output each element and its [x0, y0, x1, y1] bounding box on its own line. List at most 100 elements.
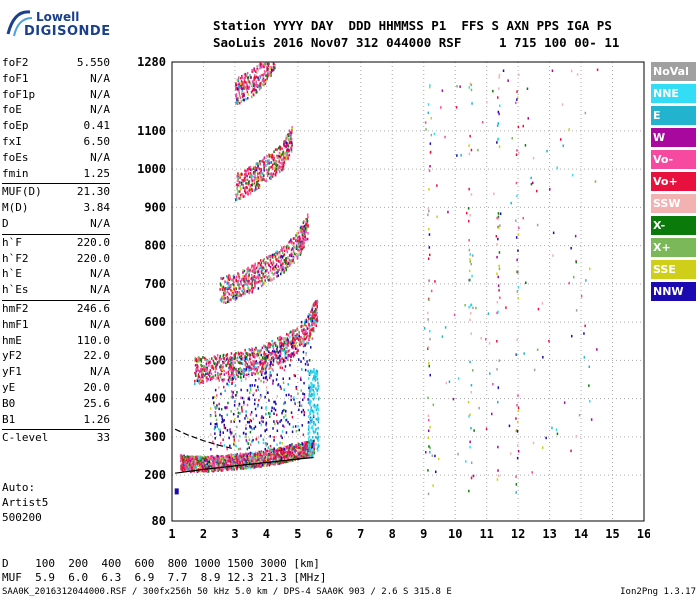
echo-point	[517, 286, 520, 289]
echo-point	[258, 454, 260, 458]
echo-point	[235, 193, 237, 196]
echo-point	[307, 421, 310, 424]
param-label: h`F	[2, 235, 22, 249]
echo-point	[306, 455, 308, 459]
echo-point	[258, 462, 260, 466]
echo-point	[296, 455, 298, 459]
echo-point	[271, 351, 273, 354]
echo-point	[214, 374, 217, 377]
echo-point	[183, 459, 186, 463]
echo-point	[279, 166, 282, 169]
echo-point	[303, 410, 306, 414]
echo-point	[274, 174, 277, 177]
echo-point	[316, 311, 318, 315]
echo-point	[255, 71, 258, 75]
param-separator	[2, 233, 110, 235]
echo-point	[498, 112, 500, 116]
echo-point	[270, 457, 273, 460]
echo-point	[242, 370, 244, 373]
echo-point	[255, 414, 258, 417]
echo-point	[200, 376, 202, 379]
echo-point	[516, 270, 519, 274]
echo-point	[243, 73, 246, 76]
echo-point	[282, 377, 284, 380]
echo-point	[431, 454, 434, 457]
echo-point	[287, 256, 289, 259]
echo-point	[242, 287, 245, 290]
echo-point	[276, 413, 278, 417]
echo-point	[249, 413, 252, 416]
echo-point	[255, 348, 257, 351]
echo-point	[302, 241, 305, 244]
echo-point	[290, 238, 292, 241]
echo-point	[302, 328, 305, 331]
echo-point	[290, 454, 293, 458]
echo-point	[229, 430, 232, 434]
echo-point	[269, 166, 271, 169]
echo-point	[313, 451, 315, 455]
echo-point	[284, 157, 287, 161]
echo-point	[269, 73, 271, 77]
echo-point	[498, 264, 500, 268]
legend-item: Vo-	[651, 150, 696, 169]
echo-point	[276, 164, 279, 167]
echo-point	[310, 417, 312, 421]
echo-point	[264, 442, 267, 445]
echo-point	[194, 371, 196, 375]
echo-point	[227, 401, 229, 405]
echo-point	[260, 371, 262, 374]
echo-point	[240, 99, 243, 103]
echo-point	[302, 343, 304, 346]
echo-point	[194, 379, 196, 383]
echo-point	[245, 460, 247, 463]
echo-point	[266, 174, 269, 177]
echo-point	[238, 435, 241, 438]
echo-point	[295, 336, 297, 340]
echo-point	[244, 359, 246, 363]
echo-point	[181, 464, 183, 467]
echo-point	[317, 449, 319, 452]
echo-point	[272, 253, 274, 257]
echo-point	[236, 187, 238, 190]
echo-point	[309, 455, 312, 458]
echo-point	[243, 291, 245, 294]
echo-point	[294, 329, 297, 332]
echo-point	[222, 362, 224, 365]
echo-point	[217, 371, 219, 375]
echo-point	[288, 138, 290, 141]
echo-point	[271, 455, 273, 458]
echo-point	[254, 454, 256, 457]
echo-point	[230, 289, 232, 292]
echo-point	[186, 457, 189, 461]
echo-point	[239, 356, 241, 359]
echo-point	[297, 452, 299, 455]
echo-point	[268, 352, 270, 356]
echo-point	[548, 339, 550, 343]
echo-point	[291, 452, 293, 455]
echo-point	[267, 412, 270, 415]
echo-point	[238, 91, 240, 95]
echo-point	[218, 407, 220, 411]
echo-point	[580, 295, 583, 298]
echo-point	[247, 280, 249, 283]
echo-point	[247, 78, 250, 81]
echo-point	[516, 430, 519, 433]
echo-point	[208, 373, 210, 376]
echo-point	[556, 432, 559, 436]
echo-point	[471, 274, 473, 278]
echo-point	[497, 284, 500, 287]
echo-point	[253, 78, 255, 81]
echo-point	[283, 259, 285, 262]
echo-point	[222, 379, 224, 383]
echo-point	[309, 385, 311, 389]
echo-point	[273, 341, 276, 345]
echo-point	[470, 148, 473, 152]
echo-point	[252, 82, 254, 85]
echo-point	[287, 340, 290, 344]
echo-point	[235, 466, 238, 469]
echo-point	[253, 93, 255, 97]
echo-point	[302, 357, 305, 360]
echo-point	[268, 374, 271, 377]
echo-point	[273, 166, 276, 169]
echo-point	[293, 250, 295, 254]
